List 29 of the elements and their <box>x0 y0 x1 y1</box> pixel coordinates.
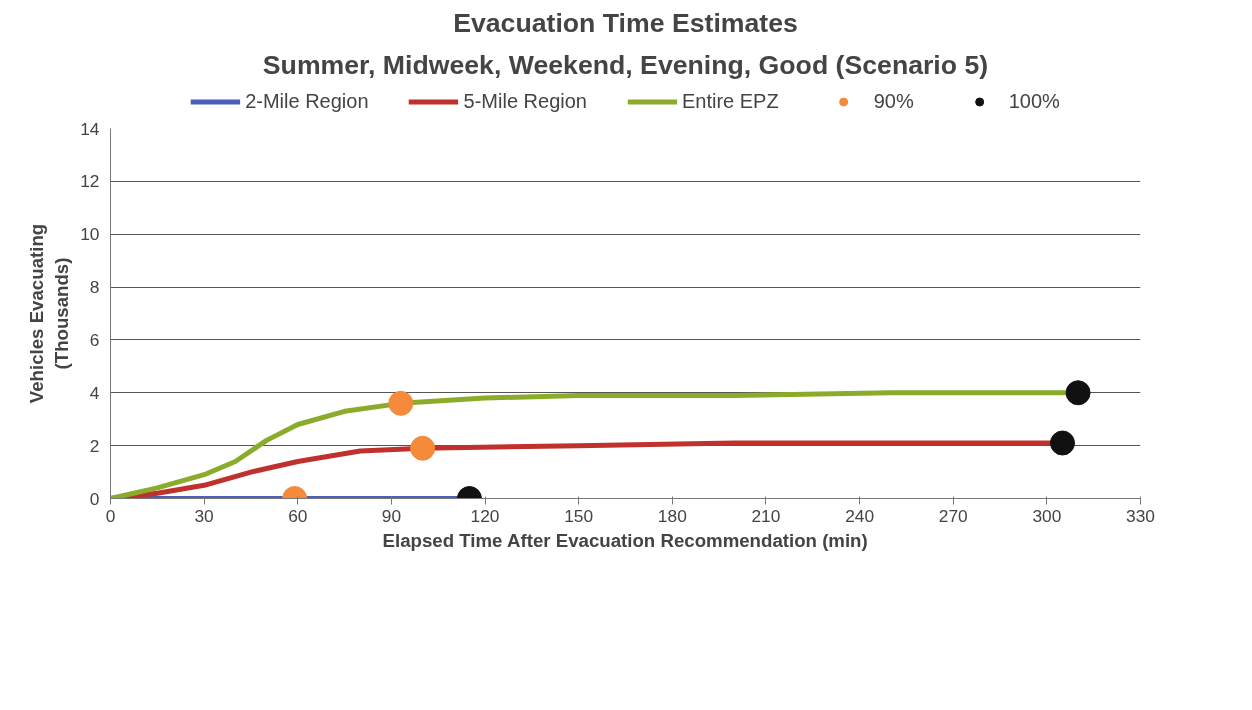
y-tick-label: 6 <box>89 329 100 350</box>
y-tick-label: 12 <box>80 171 100 192</box>
x-tick-label: 210 <box>751 505 781 526</box>
legend-label: 100% <box>1008 89 1060 113</box>
y-tick-label: 10 <box>80 224 100 245</box>
x-tick-label: 0 <box>105 505 116 526</box>
y-tick-label: 4 <box>89 382 100 403</box>
x-tick-label: 300 <box>1032 505 1062 526</box>
x-tick-label: 240 <box>845 505 875 526</box>
x-tick-label: 270 <box>938 505 968 526</box>
x-tick-label: 150 <box>564 505 594 526</box>
x-tick-label: 60 <box>288 505 308 526</box>
y-tick-label: 14 <box>80 118 100 139</box>
x-tick-label: 120 <box>470 505 500 526</box>
legend-label: 90% <box>873 89 914 113</box>
y-tick-label: 8 <box>89 277 100 298</box>
x-tick-label: 180 <box>657 505 687 526</box>
x-axis-title: Elapsed Time After Evacuation Recommendation (min) <box>382 529 868 551</box>
legend-label: 2-Mile Region <box>245 89 369 113</box>
y-tick-label: 0 <box>89 488 100 509</box>
legend-label: Entire EPZ <box>681 89 779 113</box>
y-tick-label: 2 <box>89 435 100 456</box>
x-tick-label: 330 <box>1126 505 1155 526</box>
chart-title: Evacuation Time Estimates <box>453 7 798 38</box>
x-tick-label: 30 <box>194 505 214 526</box>
x-tick-label: 90 <box>381 505 402 526</box>
chart-subtitle: Summer, Midweek, Weekend, Evening, Good (Scenario 5) <box>262 49 989 80</box>
legend-label: 5-Mile Region <box>463 89 587 113</box>
y-axis-title: Vehicles Evacuating (Thousands) <box>26 223 73 404</box>
